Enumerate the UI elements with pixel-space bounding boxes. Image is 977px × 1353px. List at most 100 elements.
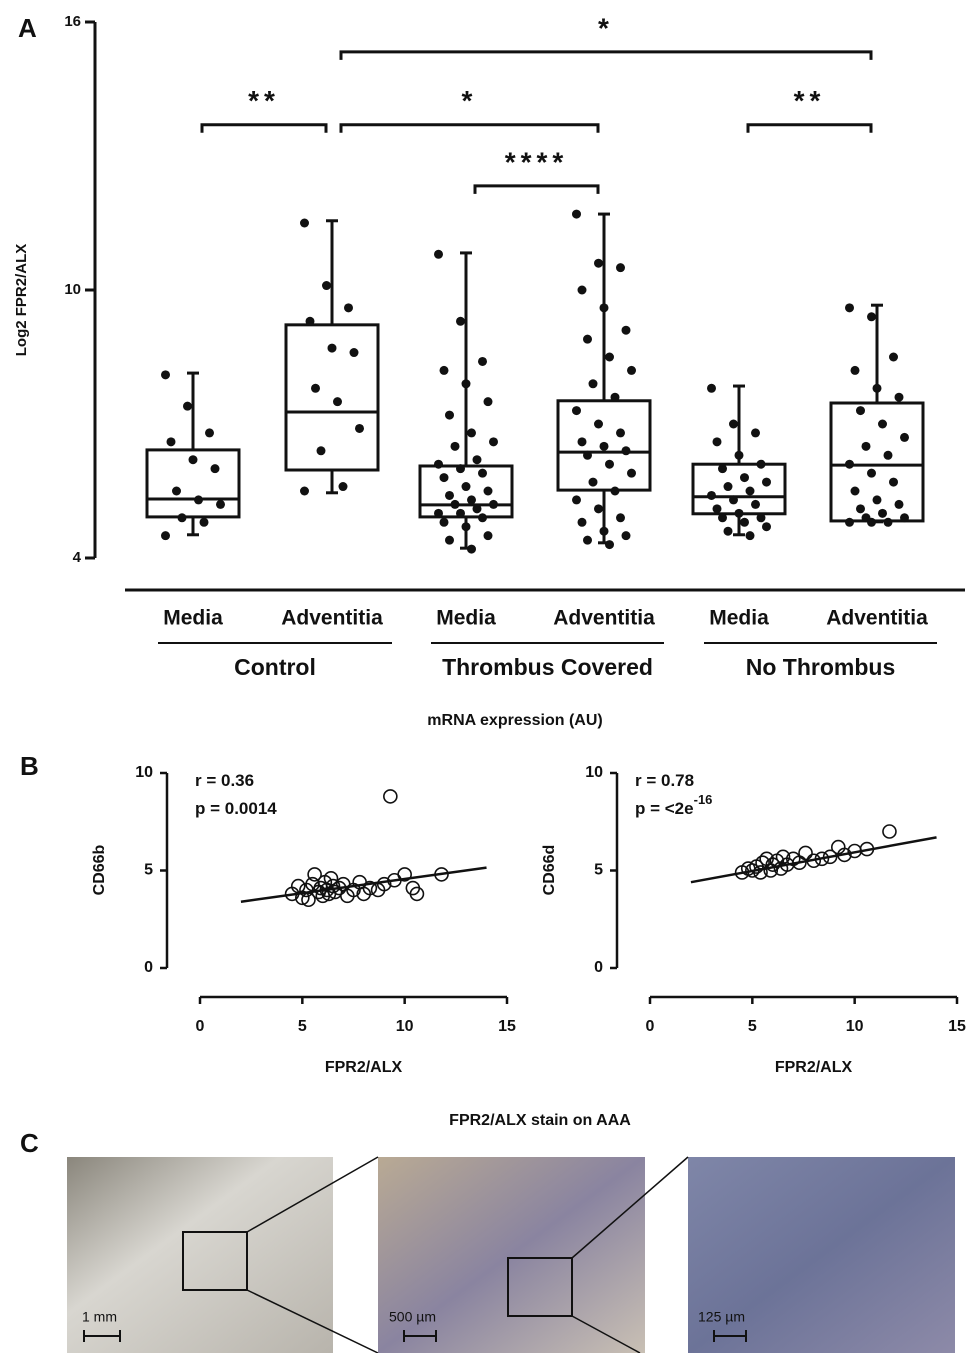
data-point [599, 303, 609, 313]
x-tick-label: 5 [748, 1018, 757, 1035]
data-point [718, 464, 727, 474]
data-point [751, 499, 760, 509]
data-point [445, 490, 454, 500]
data-point [166, 437, 176, 447]
panel-c-images [67, 1156, 955, 1353]
data-point [850, 365, 860, 375]
data-point [621, 325, 631, 335]
data-point [883, 450, 893, 460]
data-point [616, 263, 625, 273]
data-point [434, 508, 443, 518]
y-tick-label: 16 [64, 13, 81, 30]
data-point [599, 526, 609, 536]
micrograph [378, 1157, 645, 1353]
data-point [610, 486, 620, 496]
category-label: Media [163, 607, 223, 630]
data-point [762, 522, 771, 532]
y-axis-label: Log2 FPR2/ALX [13, 244, 30, 357]
box [691, 462, 787, 516]
x-axis-label: mRNA expression (AU) [427, 712, 602, 729]
data-point [878, 508, 887, 518]
data-point [177, 513, 187, 523]
data-point [478, 513, 487, 523]
data-point [594, 258, 603, 268]
data-point [889, 352, 898, 362]
data-point [467, 495, 476, 505]
data-point [461, 522, 471, 532]
inset-box [507, 1257, 573, 1317]
data-point [867, 468, 876, 478]
data-point [712, 504, 722, 514]
box [284, 323, 380, 472]
data-point [572, 209, 581, 219]
panel-label: B [20, 751, 39, 781]
y-tick-label: 0 [594, 959, 603, 976]
data-point [765, 857, 781, 872]
annotation-text: p = 0.0014 [195, 799, 277, 818]
y-tick-label: 0 [144, 959, 153, 976]
panel-label: A [18, 13, 37, 43]
data-point [588, 477, 598, 487]
scale-bar [713, 1330, 747, 1342]
data-point [322, 281, 331, 291]
data-point [349, 348, 359, 358]
data-point [588, 379, 598, 389]
annotation-superscript: -16 [694, 792, 713, 807]
data-point [594, 419, 603, 429]
group-label: Control [234, 654, 316, 680]
data-point [376, 876, 392, 892]
x-axis-label: FPR2/ALX [325, 1059, 403, 1076]
data-point [439, 473, 449, 483]
data-point [478, 468, 487, 478]
y-tick-label: 5 [144, 862, 153, 879]
data-point [205, 428, 214, 438]
data-point [577, 517, 587, 527]
data-point [712, 437, 722, 447]
category-label: Adventitia [826, 607, 928, 630]
data-point [845, 303, 854, 313]
data-point [489, 499, 498, 509]
data-point [183, 401, 192, 411]
data-point [439, 365, 449, 375]
data-point [483, 531, 493, 541]
data-point [172, 486, 181, 496]
y-tick-label: 10 [64, 281, 81, 298]
significance-label: ** [794, 85, 826, 116]
data-point [867, 312, 876, 322]
inset-box [182, 1231, 248, 1291]
data-point [467, 428, 476, 438]
data-point [577, 437, 587, 447]
data-point [605, 352, 614, 362]
data-point [456, 464, 465, 474]
data-point [729, 419, 738, 429]
data-point [483, 486, 493, 496]
box [418, 464, 514, 519]
y-tick-label: 5 [594, 862, 603, 879]
zoom-line [246, 1289, 379, 1353]
data-point [478, 356, 487, 366]
data-point [718, 513, 727, 523]
data-point [900, 513, 909, 523]
significance-bracket [473, 184, 600, 194]
significance-bracket [200, 123, 328, 133]
significance-bracket [339, 123, 600, 133]
scale-bar-label: 125 µm [698, 1309, 745, 1325]
data-point [723, 526, 733, 536]
data-point [856, 406, 865, 416]
data-point [756, 459, 766, 469]
data-point [594, 504, 603, 514]
data-point [740, 473, 749, 483]
data-point [889, 477, 898, 487]
data-point [362, 880, 378, 896]
box [145, 448, 241, 519]
data-point [707, 383, 716, 393]
annotation-text: r = 0.36 [195, 771, 254, 790]
data-point [216, 499, 225, 509]
data-point [577, 285, 587, 295]
data-point [621, 531, 631, 541]
data-point [338, 482, 348, 492]
data-point [439, 517, 449, 527]
x-axis-label: FPR2/ALX [775, 1059, 853, 1076]
fit-line [240, 866, 487, 903]
